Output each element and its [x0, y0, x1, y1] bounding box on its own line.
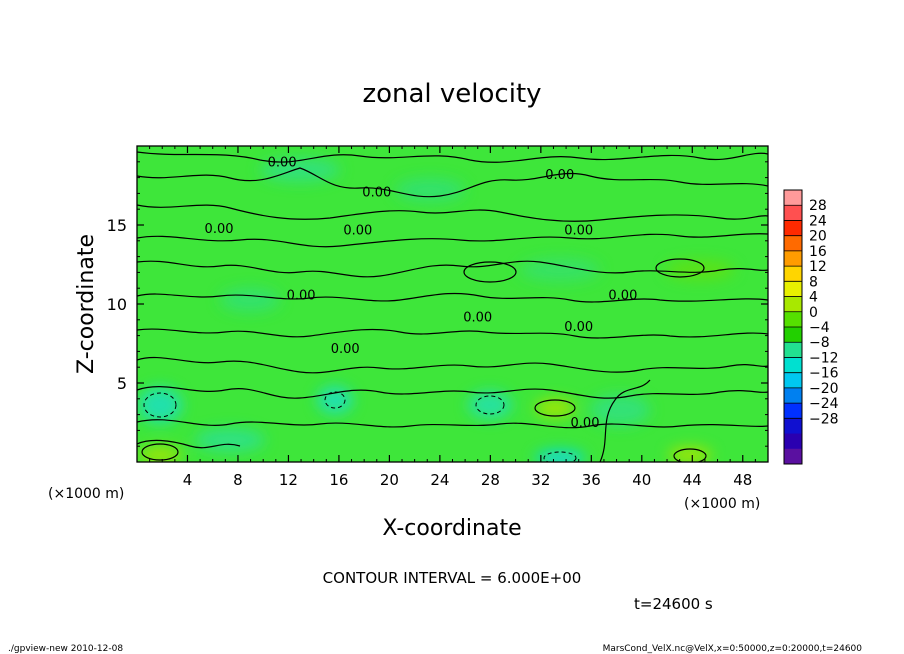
contour-label: 0.00 [268, 156, 297, 171]
colorbar-label: −28 [809, 411, 839, 427]
y-tick-label: 10 [107, 295, 127, 314]
contour-lines-negative [143, 391, 577, 462]
contour-label: 0.00 [287, 288, 316, 303]
colorbar-label: −24 [809, 396, 839, 412]
colorbar-swatch [784, 235, 802, 252]
colorbar-swatch [784, 418, 802, 435]
contour-lines [137, 151, 768, 462]
x-tick-label: 16 [329, 471, 348, 489]
colorbar-swatch [784, 327, 802, 343]
x-tick-label: 28 [481, 471, 500, 489]
contour-line [137, 204, 768, 222]
y-axis-label: Z-coordinate [74, 234, 99, 374]
y-tick-label: 15 [107, 216, 127, 235]
contour-label: 0.00 [463, 310, 492, 325]
contour-label: 0.00 [571, 416, 600, 431]
velocity-field: 0.00 0.00 0.00 0.00 0.00 0.00 0.00 0.00 0.00 0.00… [137, 146, 768, 462]
colorbar-label: −16 [809, 366, 839, 382]
contour-closed-negative [543, 451, 577, 462]
colorbar-label: 8 [809, 274, 818, 290]
time-label: t=24600 s [634, 595, 713, 613]
contour-closed [463, 261, 517, 283]
colorbar-swatch [784, 342, 802, 358]
colorbar-swatch [784, 190, 802, 206]
colorbar-label: 20 [809, 229, 827, 245]
contour-label: 0.00 [331, 342, 360, 357]
contour-closed [534, 399, 576, 417]
contour-label: 0.00 [608, 288, 637, 303]
contour-line [137, 151, 768, 163]
colorbar-swatch [784, 296, 802, 313]
x-unit-note-left: (×1000 m) [48, 486, 124, 502]
y-tick-label: 5 [117, 374, 127, 393]
contour-line [137, 292, 768, 303]
contour-closed-negative [475, 395, 505, 415]
x-unit-note-right: (×1000 m) [684, 496, 760, 512]
colorbar-swatch [784, 387, 802, 404]
contour-closed [655, 258, 705, 278]
colorbar-label: −4 [809, 320, 830, 336]
contour-line [137, 386, 768, 399]
colorbar-label: 12 [809, 259, 827, 275]
colorbar-label: 4 [809, 290, 818, 306]
contour-label: 0.00 [545, 168, 574, 183]
colorbar-swatch [784, 372, 802, 389]
x-tick-label: 32 [531, 471, 550, 489]
colorbar-swatch [784, 448, 802, 465]
x-tick-label: 8 [233, 471, 243, 489]
colorbar-label: 0 [809, 305, 818, 321]
contour-closed [673, 448, 707, 462]
colorbar-label: 28 [809, 198, 827, 214]
contour-line [137, 328, 768, 339]
contour-closed-negative [324, 391, 346, 409]
footer-right: MarsCond_VelX.nc@VelX,x=0:50000,z=0:2000… [603, 644, 863, 654]
contour-line [137, 167, 768, 198]
x-axis-label: X-coordinate [382, 516, 521, 541]
contour-line [599, 379, 651, 462]
contour-label: 0.00 [205, 222, 234, 237]
colorbar-label: 24 [809, 213, 827, 229]
contour-label: 0.00 [362, 186, 391, 201]
contour-line [137, 260, 768, 278]
contour-line [137, 419, 768, 429]
colorbar-label: −12 [809, 350, 839, 366]
colorbar-swatch [784, 403, 802, 419]
footer-left: ./gpview-new 2010-12-08 [8, 644, 123, 654]
chart-title: zonal velocity [362, 79, 541, 109]
contour-labels: 0.00 0.00 0.00 0.00 0.00 0.00 0.00 0.00 0.00 0.00… [205, 156, 638, 432]
x-tick-label: 44 [683, 471, 702, 489]
contour-line [137, 356, 768, 374]
contour-closed [141, 443, 179, 461]
x-tick-label: 36 [582, 471, 601, 489]
x-axis-ticks: 4 8 12 16 20 24 28 32 36 40 44 48 [149, 146, 756, 489]
colorbar-swatch [784, 250, 802, 267]
x-tick-label: 12 [279, 471, 298, 489]
contour-line [137, 233, 768, 248]
colorbar-label: 16 [809, 244, 827, 260]
y-axis-ticks: 5 10 15 [107, 161, 768, 447]
colorbar-swatch [784, 220, 802, 237]
contour-label: 0.00 [343, 223, 372, 238]
contour-label: 0.00 [564, 223, 593, 238]
colorbar-label: −8 [809, 335, 830, 351]
colorbar-swatch [784, 281, 802, 298]
colorbar-swatch [784, 357, 802, 374]
contour-closed-negative [143, 392, 177, 418]
contour-label: 0.00 [564, 320, 593, 335]
x-tick-label: 24 [430, 471, 449, 489]
colorbar-label: −20 [809, 381, 839, 397]
x-tick-label: 4 [183, 471, 193, 489]
x-tick-label: 40 [632, 471, 651, 489]
colorbar-swatch [784, 266, 802, 282]
colorbar-swatch [784, 311, 802, 328]
contour-interval-text: CONTOUR INTERVAL = 6.000E+00 [323, 569, 582, 587]
x-tick-label: 20 [380, 471, 399, 489]
colorbar-swatch [784, 433, 802, 450]
x-tick-label: 48 [733, 471, 752, 489]
colorbar-swatch [784, 205, 802, 221]
contour-line [137, 439, 241, 449]
